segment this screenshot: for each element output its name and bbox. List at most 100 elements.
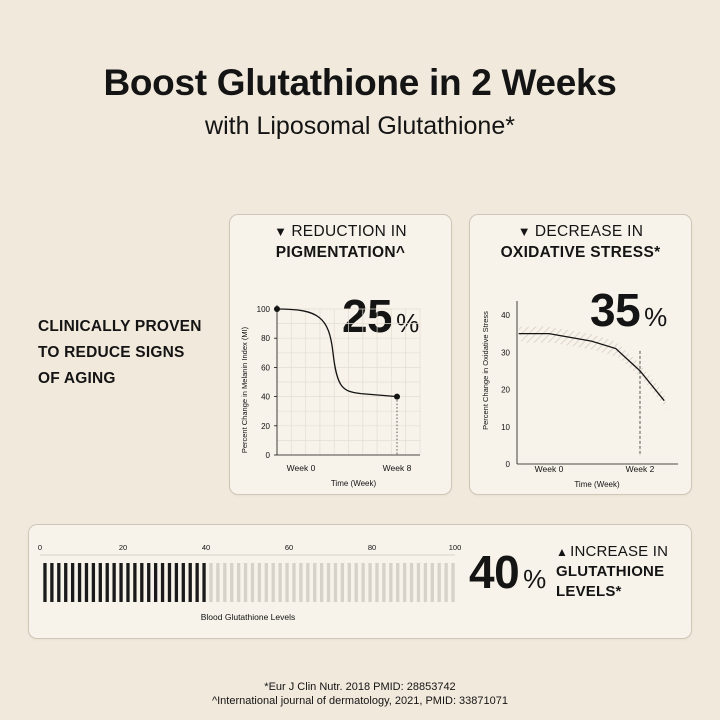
oxidative-header-line1: DECREASE IN — [534, 223, 644, 240]
series-line — [518, 332, 665, 402]
glutathione-label-line2: GLUTATHIONE — [556, 563, 665, 580]
empty-bar — [236, 563, 241, 602]
pigmentation-header: ▼ REDUCTION IN — [230, 223, 451, 241]
oxidative-chart: 0 10 20 30 40 Week 0 Week 2 Percent Change in O… — [481, 301, 678, 489]
filled-bar — [70, 563, 75, 602]
empty-bar — [285, 563, 289, 602]
empty-bar — [382, 563, 386, 602]
x-tick-label: Week 0 — [535, 464, 564, 474]
empty-bar — [402, 563, 407, 602]
filled-bar — [160, 563, 165, 602]
x-tick-label: Week 2 — [626, 464, 655, 474]
y-tick-label: 0 — [266, 451, 271, 460]
reference-line: *Eur J Clin Nutr. 2018 PMID: 28853742 — [264, 681, 456, 693]
filled-bar — [188, 563, 192, 602]
glutathione-value: 40 — [469, 546, 520, 598]
confidence-band — [518, 326, 668, 410]
empty-bar — [306, 563, 310, 602]
x-tick-label: 40 — [202, 543, 210, 552]
up-triangle-icon: ▲ — [556, 545, 569, 559]
filled-bar — [98, 563, 102, 602]
empty-bar — [375, 563, 379, 602]
claim-line: TO REDUCE SIGNS — [38, 344, 185, 361]
empty-bar — [209, 563, 213, 602]
empty-bar — [326, 563, 331, 602]
filled-bar — [84, 563, 89, 602]
data-point — [394, 393, 400, 400]
filled-bar — [77, 563, 82, 602]
filled-bar — [91, 563, 96, 602]
x-tick-label: 0 — [38, 543, 42, 552]
glutathione-label-line1: INCREASE IN — [570, 543, 669, 560]
y-tick-label: 0 — [506, 460, 511, 469]
empty-bar — [243, 563, 248, 602]
empty-bar — [409, 563, 414, 602]
y-tick-label: 80 — [261, 334, 270, 343]
pigmentation-percent: 25% — [342, 289, 419, 343]
filled-bar — [105, 563, 109, 602]
filled-bar — [195, 563, 199, 602]
pigmentation-value: 25 — [342, 290, 393, 342]
empty-bar — [416, 563, 421, 602]
y-tick-label: 10 — [501, 423, 510, 432]
y-tick-label: 30 — [501, 348, 510, 357]
claim-line: OF AGING — [38, 370, 116, 387]
empty-bar — [223, 563, 227, 602]
down-triangle-icon: ▼ — [274, 224, 288, 239]
glutathione-unit: % — [523, 564, 546, 594]
empty-bar — [299, 563, 303, 602]
empty-bar — [278, 563, 282, 602]
page-subtitle: with Liposomal Glutathione* — [205, 112, 515, 140]
empty-bar — [319, 563, 324, 602]
x-tick-label: 60 — [285, 543, 293, 552]
glutathione-label: ▲ INCREASE IN GLUTATHIONE LEVELS* — [556, 542, 668, 602]
empty-bar — [368, 563, 372, 602]
claim-line: CLINICALLY PROVEN — [38, 318, 202, 335]
filled-bar — [167, 563, 172, 602]
empty-bar — [354, 563, 358, 602]
filled-bar — [43, 563, 47, 602]
empty-bar — [430, 563, 434, 602]
empty-bar — [216, 563, 220, 602]
x-axis-label: Blood Glutathione Levels — [201, 612, 296, 622]
oxidative-header: ▼ DECREASE IN — [470, 223, 691, 241]
x-tick-label: Week 0 — [287, 463, 316, 473]
y-tick-label: 100 — [257, 305, 271, 314]
glutathione-percent: 40% — [469, 545, 546, 599]
empty-bar — [389, 563, 393, 602]
filled-bar — [147, 563, 151, 602]
filled-bar — [140, 563, 144, 602]
y-tick-label: 40 — [501, 311, 510, 320]
x-tick-label: 80 — [368, 543, 376, 552]
y-tick-label: 20 — [501, 386, 510, 395]
y-axis-label: Percent Change in Melanin Index (MI) — [240, 326, 249, 453]
glutathione-card: 0 20 40 60 80 100 Blood Glutathione Levels 40%… — [28, 524, 692, 639]
oxidative-header-line2: OXIDATIVE STRESS* — [500, 244, 661, 261]
empty-bar — [271, 563, 275, 602]
x-tick-label: Week 8 — [383, 463, 412, 473]
glutathione-label-line3: LEVELS* — [556, 583, 622, 600]
pigmentation-header-line2: PIGMENTATION^ — [275, 244, 406, 261]
filled-bar — [57, 563, 61, 602]
empty-bar — [340, 563, 345, 602]
x-tick-label: 20 — [119, 543, 127, 552]
empty-bar — [347, 563, 351, 602]
empty-bar — [257, 563, 262, 602]
y-axis-label: Percent Change in Oxidative Stress — [481, 311, 490, 430]
oxidative-percent: 35% — [590, 283, 667, 337]
series-line — [276, 308, 398, 398]
x-tick-label: 100 — [449, 543, 462, 552]
empty-bar — [313, 563, 317, 602]
filled-bar — [174, 563, 179, 602]
filled-bar — [153, 563, 158, 602]
down-triangle-icon: ▼ — [517, 224, 531, 239]
empty-bar — [451, 563, 455, 602]
reference-line: ^International journal of dermatology, 2… — [211, 695, 509, 707]
empty-bar — [444, 563, 448, 602]
pigmentation-unit: % — [396, 308, 419, 338]
references: *Eur J Clin Nutr. 2018 PMID: 28853742 ^I… — [0, 680, 720, 708]
filled-bar — [119, 563, 123, 602]
filled-bar — [50, 563, 54, 602]
y-tick-label: 60 — [261, 363, 270, 372]
y-tick-label: 40 — [261, 393, 270, 402]
